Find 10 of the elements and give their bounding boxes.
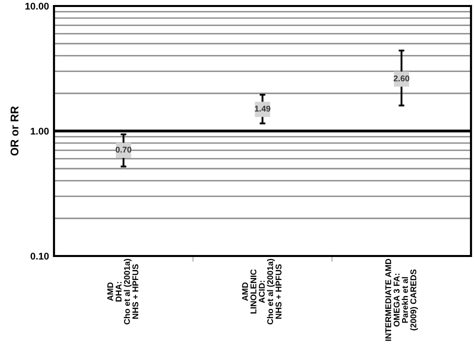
data-label: 2.60 bbox=[394, 75, 410, 82]
y-axis-title: OR or RR bbox=[10, 106, 18, 156]
x-tick-label: AMD DHA: Cho et al (2001a) NHS + HPFUS bbox=[107, 258, 138, 324]
x-tick-label: INTERMEDIATE AMD OMEGA 3 FA: Parekh et al (2009) CAREDS bbox=[385, 258, 418, 341]
y-tick-label: 10.00 bbox=[25, 2, 49, 10]
data-label: 1.49 bbox=[254, 106, 270, 112]
y-tick-label: 1.00 bbox=[30, 128, 49, 135]
data-label: 0.70 bbox=[116, 146, 132, 153]
x-tick-label: AMD LINOLENIC ACID: Cho et al (2001a) NHS + HPFUS bbox=[242, 258, 282, 324]
y-tick-label: 0.10 bbox=[30, 252, 49, 260]
